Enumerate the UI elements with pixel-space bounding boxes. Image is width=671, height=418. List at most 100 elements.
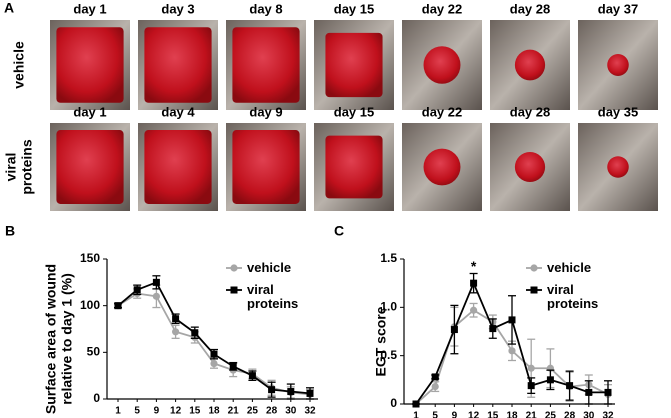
marker bbox=[114, 302, 122, 310]
y-axis-label: EGT score bbox=[373, 306, 389, 376]
x-tick-label: 9 bbox=[154, 406, 160, 417]
marker bbox=[268, 386, 276, 394]
wound bbox=[144, 130, 212, 204]
x-tick-label: 28 bbox=[564, 411, 576, 418]
marker bbox=[489, 325, 497, 333]
wound bbox=[325, 32, 383, 98]
legend-label: viral proteins bbox=[247, 282, 299, 311]
x-tick-label: 25 bbox=[545, 411, 557, 418]
marker bbox=[450, 326, 458, 334]
annotation: * bbox=[471, 258, 477, 274]
x-tick-label: 30 bbox=[285, 406, 297, 417]
y-tick-label: 0 bbox=[93, 391, 100, 405]
day-label: day 3 bbox=[161, 1, 194, 16]
x-tick-label: 5 bbox=[432, 411, 438, 418]
panel-label: A bbox=[4, 0, 14, 16]
marker bbox=[431, 373, 439, 381]
y-tick-label: 150 bbox=[80, 251, 100, 265]
marker bbox=[287, 388, 295, 396]
day-label: day 8 bbox=[249, 1, 282, 16]
marker bbox=[152, 278, 160, 286]
x-tick-label: 25 bbox=[247, 406, 259, 417]
panel-label: C bbox=[334, 223, 344, 239]
wound bbox=[56, 130, 124, 204]
wound bbox=[607, 156, 629, 178]
legend-label: vehicle bbox=[247, 260, 292, 275]
x-tick-label: 1 bbox=[413, 411, 419, 418]
marker bbox=[508, 316, 516, 324]
marker bbox=[470, 279, 478, 287]
x-tick-label: 15 bbox=[189, 406, 201, 417]
marker bbox=[527, 364, 535, 372]
x-tick-label: 12 bbox=[468, 411, 480, 418]
day-label: day 4 bbox=[161, 104, 195, 119]
y-tick-label: 0.5 bbox=[380, 348, 397, 362]
day-label: day 28 bbox=[510, 104, 550, 119]
marker bbox=[248, 372, 256, 380]
x-tick-label: 21 bbox=[526, 411, 538, 418]
y-tick-label: 1.5 bbox=[380, 251, 397, 265]
marker bbox=[210, 350, 218, 358]
x-tick-label: 15 bbox=[487, 411, 499, 418]
x-tick-label: 21 bbox=[228, 406, 240, 417]
marker bbox=[210, 359, 218, 368]
wound bbox=[232, 27, 300, 103]
marker bbox=[133, 286, 141, 294]
legend-marker bbox=[530, 286, 538, 294]
y-tick-label: 100 bbox=[80, 298, 100, 312]
wound bbox=[607, 54, 629, 76]
wound bbox=[56, 27, 124, 103]
y-axis-label: relative to day 1 (%) bbox=[59, 273, 75, 405]
legend-marker bbox=[530, 264, 538, 272]
y-tick-label: 50 bbox=[87, 345, 101, 359]
day-label: day 15 bbox=[334, 1, 374, 16]
x-tick-label: 12 bbox=[170, 406, 182, 417]
y-tick-label: 0 bbox=[390, 396, 397, 410]
marker bbox=[172, 315, 180, 323]
marker bbox=[191, 329, 199, 337]
day-label: day 37 bbox=[598, 1, 638, 16]
row-label: vehicle bbox=[11, 41, 27, 89]
day-label: day 28 bbox=[510, 1, 550, 16]
marker bbox=[585, 388, 593, 396]
marker bbox=[546, 376, 554, 384]
marker bbox=[172, 328, 180, 336]
y-axis-label: Surface area of wound bbox=[43, 264, 59, 414]
row-label: proteins bbox=[19, 139, 35, 194]
x-tick-label: 30 bbox=[583, 411, 595, 418]
wound bbox=[325, 135, 383, 199]
marker bbox=[508, 347, 516, 355]
x-tick-label: 9 bbox=[452, 411, 458, 418]
marker bbox=[470, 306, 478, 314]
x-tick-label: 28 bbox=[266, 406, 278, 417]
legend-marker bbox=[230, 264, 238, 272]
wound bbox=[423, 148, 461, 186]
marker bbox=[152, 292, 160, 300]
marker bbox=[229, 362, 237, 370]
legend-marker bbox=[230, 286, 238, 294]
x-tick-label: 18 bbox=[208, 406, 220, 417]
day-label: day 1 bbox=[73, 1, 106, 16]
marker bbox=[527, 382, 535, 390]
marker bbox=[412, 400, 420, 408]
day-label: day 15 bbox=[334, 104, 374, 119]
day-label: day 35 bbox=[598, 104, 638, 119]
x-tick-label: 32 bbox=[304, 406, 316, 417]
panel-label: B bbox=[5, 223, 15, 239]
marker bbox=[306, 389, 314, 397]
marker bbox=[604, 388, 612, 396]
day-label: day 9 bbox=[249, 104, 282, 119]
wound bbox=[423, 46, 461, 84]
x-tick-label: 32 bbox=[602, 411, 614, 418]
x-tick-label: 1 bbox=[115, 406, 121, 417]
day-label: day 1 bbox=[73, 104, 106, 119]
row-label: viral bbox=[3, 153, 19, 182]
y-tick-label: 1.0 bbox=[380, 300, 397, 314]
wound bbox=[514, 49, 546, 81]
day-label: day 22 bbox=[422, 1, 462, 16]
marker bbox=[566, 382, 574, 390]
marker bbox=[431, 383, 439, 391]
legend-label: vehicle bbox=[547, 260, 592, 275]
